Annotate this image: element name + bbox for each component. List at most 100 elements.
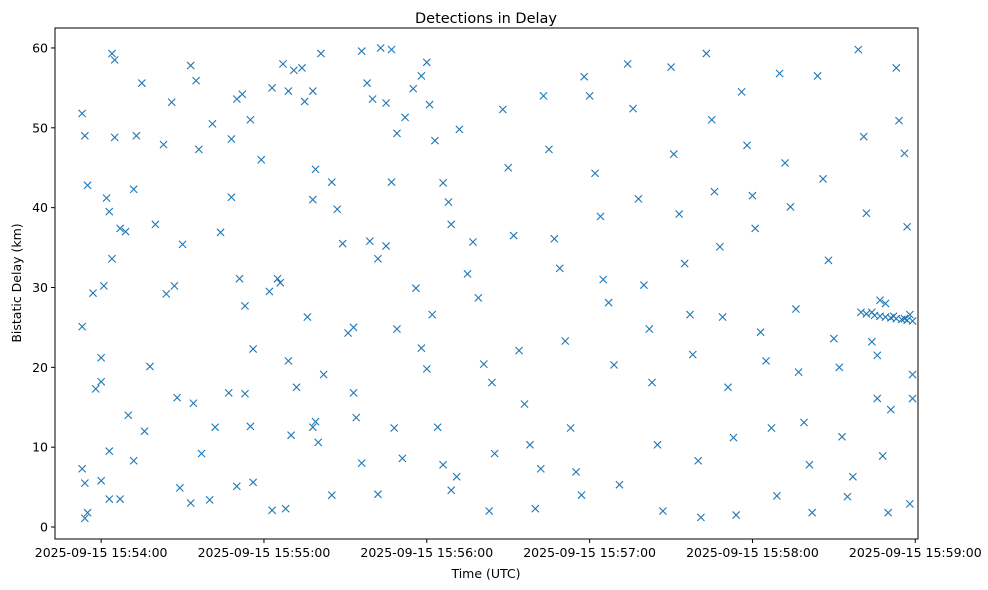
- detection-point: [265, 287, 274, 296]
- detection-point: [658, 507, 667, 516]
- detection-point: [137, 79, 146, 88]
- detection-point: [696, 513, 705, 522]
- detection-point: [249, 344, 258, 353]
- detection-point: [314, 438, 323, 447]
- detection-point: [515, 346, 524, 355]
- detection-point: [417, 71, 426, 80]
- detection-point: [805, 460, 814, 469]
- detection-point: [417, 344, 426, 353]
- detection-point: [718, 313, 727, 322]
- detection-point: [751, 224, 760, 233]
- detection-point: [629, 104, 638, 113]
- detection-point: [78, 464, 87, 473]
- detection-point: [276, 278, 285, 287]
- detection-point: [905, 499, 914, 508]
- detection-point: [895, 116, 903, 125]
- detection-point: [520, 400, 529, 409]
- detection-point: [813, 71, 822, 80]
- detection-point: [83, 181, 92, 190]
- detection-point: [867, 337, 876, 346]
- detection-point: [756, 328, 765, 337]
- detection-point: [748, 191, 757, 200]
- detection-point: [170, 281, 179, 290]
- detection-point: [572, 467, 581, 476]
- detection-point: [268, 83, 277, 92]
- detection-point: [189, 399, 198, 408]
- detection-point: [444, 198, 453, 207]
- detection-point: [349, 323, 358, 332]
- detection-point: [838, 432, 847, 441]
- detection-point: [544, 145, 553, 154]
- detection-point: [908, 370, 917, 379]
- detection-point: [91, 384, 100, 393]
- detection-point: [639, 281, 648, 290]
- detection-point: [211, 423, 220, 432]
- detection-point: [908, 394, 917, 403]
- detection-point: [232, 482, 241, 491]
- detection-point: [284, 87, 293, 96]
- detection-point: [97, 377, 106, 386]
- detection-point: [531, 504, 540, 513]
- detection-point: [648, 378, 657, 387]
- x-tick-label: 2025-09-15 15:56:00: [360, 545, 493, 560]
- detection-point: [854, 45, 863, 54]
- detection-point: [468, 237, 477, 246]
- detection-point: [905, 310, 914, 319]
- detection-point: [504, 163, 513, 172]
- detection-point: [819, 174, 828, 183]
- detection-point: [615, 480, 624, 489]
- detection-point: [132, 131, 141, 140]
- detection-point: [80, 479, 89, 488]
- detection-point: [886, 405, 895, 414]
- detection-point: [724, 383, 733, 392]
- x-tick-label: 2025-09-15 15:58:00: [686, 545, 819, 560]
- detection-point: [433, 423, 442, 432]
- detection-point: [439, 178, 448, 187]
- detection-point: [175, 483, 184, 492]
- detection-point: [710, 187, 719, 196]
- detection-point: [596, 212, 605, 221]
- detection-point: [281, 504, 290, 513]
- detection-point: [591, 169, 600, 178]
- detection-point: [908, 317, 917, 326]
- detection-point: [390, 424, 399, 433]
- detection-point: [835, 363, 844, 372]
- detection-point: [873, 394, 882, 403]
- detection-point: [694, 456, 703, 465]
- y-tick-label: 0: [40, 520, 48, 535]
- detection-point: [308, 423, 317, 432]
- detection-point: [308, 87, 317, 96]
- detection-point: [729, 433, 738, 442]
- detection-point: [292, 383, 301, 392]
- detection-point: [363, 79, 372, 88]
- detection-point: [116, 495, 125, 504]
- detection-point: [767, 424, 776, 433]
- detection-point: [224, 388, 233, 397]
- detection-point: [382, 241, 391, 250]
- y-axis-label: Bistatic Delay (km): [9, 223, 24, 342]
- detection-point: [194, 145, 203, 154]
- detection-point: [487, 378, 496, 387]
- detection-point: [425, 100, 434, 109]
- detection-point: [409, 84, 418, 93]
- detection-point: [539, 91, 548, 100]
- detection-point: [208, 119, 217, 128]
- detection-point: [401, 113, 410, 122]
- detection-point: [246, 422, 255, 431]
- detection-point: [555, 264, 564, 273]
- detection-point: [97, 353, 106, 362]
- detection-point: [129, 456, 138, 465]
- detection-point: [303, 313, 312, 322]
- detection-point: [604, 298, 613, 307]
- x-tick-label: 2025-09-15 15:54:00: [35, 545, 168, 560]
- detection-point: [186, 61, 195, 70]
- detection-point: [715, 242, 724, 251]
- y-tick-label: 20: [32, 360, 48, 375]
- detection-point: [808, 508, 817, 517]
- detection-point: [110, 55, 119, 64]
- detection-point: [80, 131, 89, 140]
- detection-point: [688, 350, 697, 359]
- detection-point: [227, 134, 236, 143]
